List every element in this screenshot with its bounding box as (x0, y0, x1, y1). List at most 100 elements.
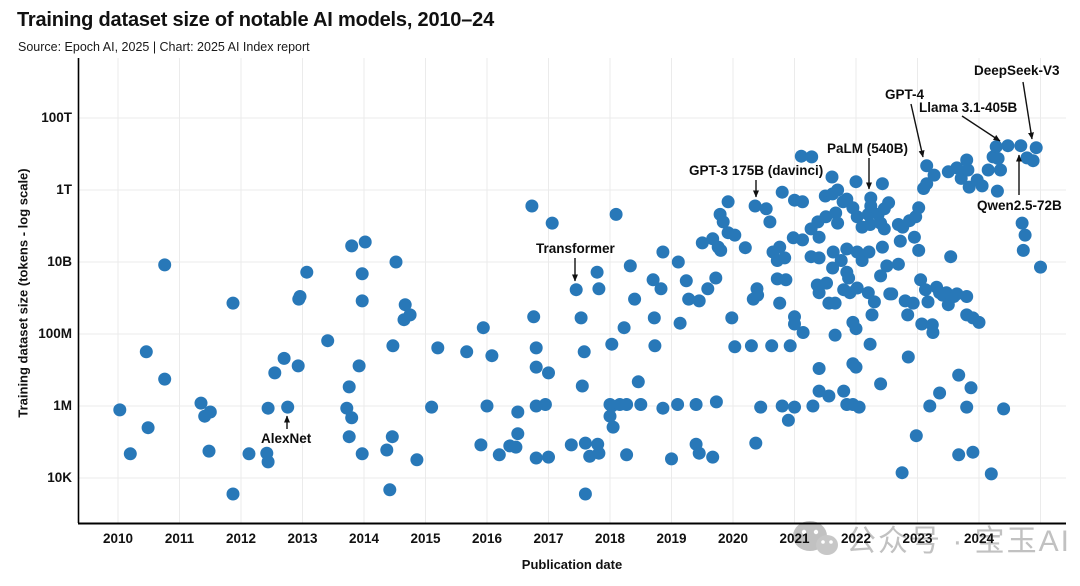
data-point[interactable] (355, 447, 369, 461)
data-point[interactable] (203, 405, 217, 419)
data-point[interactable] (342, 430, 356, 444)
data-point[interactable] (960, 153, 974, 167)
data-point[interactable] (882, 196, 896, 210)
data-point[interactable] (877, 222, 891, 236)
data-point[interactable] (796, 326, 810, 339)
data-point[interactable] (564, 438, 578, 452)
data-point[interactable] (972, 315, 986, 329)
data-point[interactable] (875, 240, 889, 254)
data-point[interactable] (345, 239, 359, 253)
data-point[interactable] (867, 295, 881, 309)
data-point[interactable] (620, 448, 634, 462)
data-point[interactable] (994, 163, 1007, 177)
data-point[interactable] (893, 234, 907, 248)
data-point[interactable] (656, 401, 670, 415)
data-point[interactable] (692, 446, 706, 460)
data-point[interactable] (906, 296, 920, 310)
data-point[interactable] (679, 274, 693, 288)
data-point[interactable] (575, 379, 589, 393)
data-point[interactable] (984, 467, 998, 481)
data-point[interactable] (788, 400, 801, 414)
data-point[interactable] (352, 359, 366, 373)
data-point[interactable] (989, 140, 1003, 154)
data-point[interactable] (623, 259, 637, 273)
data-point[interactable] (226, 487, 240, 501)
data-point[interactable] (123, 447, 137, 461)
data-point[interactable] (706, 450, 720, 464)
data-point[interactable] (268, 366, 282, 380)
data-point[interactable] (431, 341, 445, 355)
data-point[interactable] (831, 183, 845, 197)
data-point[interactable] (912, 201, 926, 215)
data-point[interactable] (631, 375, 645, 389)
data-point[interactable] (656, 245, 670, 259)
data-point[interactable] (805, 150, 819, 164)
data-point[interactable] (850, 210, 864, 224)
data-point[interactable] (991, 152, 1005, 165)
data-point[interactable] (923, 399, 937, 413)
data-point[interactable] (781, 413, 795, 427)
data-point[interactable] (788, 317, 801, 331)
data-point[interactable] (671, 398, 685, 411)
data-point[interactable] (389, 255, 403, 269)
data-point[interactable] (964, 381, 978, 395)
data-point[interactable] (474, 438, 488, 452)
data-point[interactable] (398, 298, 412, 312)
data-point[interactable] (837, 384, 851, 398)
data-point[interactable] (577, 345, 591, 359)
data-point[interactable] (825, 170, 839, 184)
data-point[interactable] (927, 168, 941, 182)
data-point[interactable] (158, 258, 172, 272)
data-point[interactable] (542, 450, 555, 464)
data-point[interactable] (529, 360, 543, 374)
data-point[interactable] (725, 311, 739, 325)
data-point[interactable] (748, 199, 762, 213)
data-point[interactable] (738, 241, 752, 255)
data-point[interactable] (492, 448, 506, 462)
data-point[interactable] (926, 326, 940, 339)
data-point[interactable] (403, 308, 417, 322)
data-point[interactable] (476, 321, 490, 335)
data-point[interactable] (960, 400, 974, 414)
data-point[interactable] (812, 251, 826, 265)
data-point[interactable] (850, 281, 864, 295)
data-point[interactable] (806, 399, 820, 413)
data-point[interactable] (202, 444, 216, 458)
data-point[interactable] (689, 398, 703, 411)
data-point[interactable] (158, 372, 172, 386)
data-point[interactable] (648, 339, 662, 353)
data-point[interactable] (775, 399, 789, 413)
data-point[interactable] (480, 399, 494, 413)
data-point[interactable] (914, 273, 928, 287)
data-point[interactable] (692, 294, 706, 308)
data-point[interactable] (852, 400, 866, 414)
data-point[interactable] (358, 235, 372, 249)
data-point[interactable] (759, 202, 773, 216)
data-point[interactable] (628, 292, 642, 306)
data-point[interactable] (849, 322, 863, 336)
data-point[interactable] (606, 420, 620, 434)
data-point[interactable] (673, 316, 687, 330)
data-point[interactable] (794, 149, 808, 163)
data-point[interactable] (960, 290, 974, 303)
data-point[interactable] (944, 250, 958, 264)
data-point[interactable] (933, 386, 947, 400)
data-point[interactable] (654, 282, 668, 296)
data-point[interactable] (874, 269, 888, 283)
data-point[interactable] (617, 321, 631, 335)
data-point[interactable] (861, 286, 875, 300)
data-point[interactable] (1026, 154, 1040, 168)
data-point[interactable] (578, 436, 592, 450)
data-point[interactable] (355, 294, 369, 308)
data-point[interactable] (895, 466, 909, 480)
data-point[interactable] (569, 283, 583, 297)
data-point[interactable] (194, 396, 208, 410)
data-point[interactable] (874, 377, 888, 391)
data-point[interactable] (620, 398, 634, 411)
data-point[interactable] (647, 311, 661, 325)
data-point[interactable] (300, 265, 314, 279)
data-point[interactable] (716, 215, 730, 229)
data-point[interactable] (139, 345, 153, 359)
data-point[interactable] (912, 243, 926, 257)
data-point[interactable] (812, 230, 826, 244)
